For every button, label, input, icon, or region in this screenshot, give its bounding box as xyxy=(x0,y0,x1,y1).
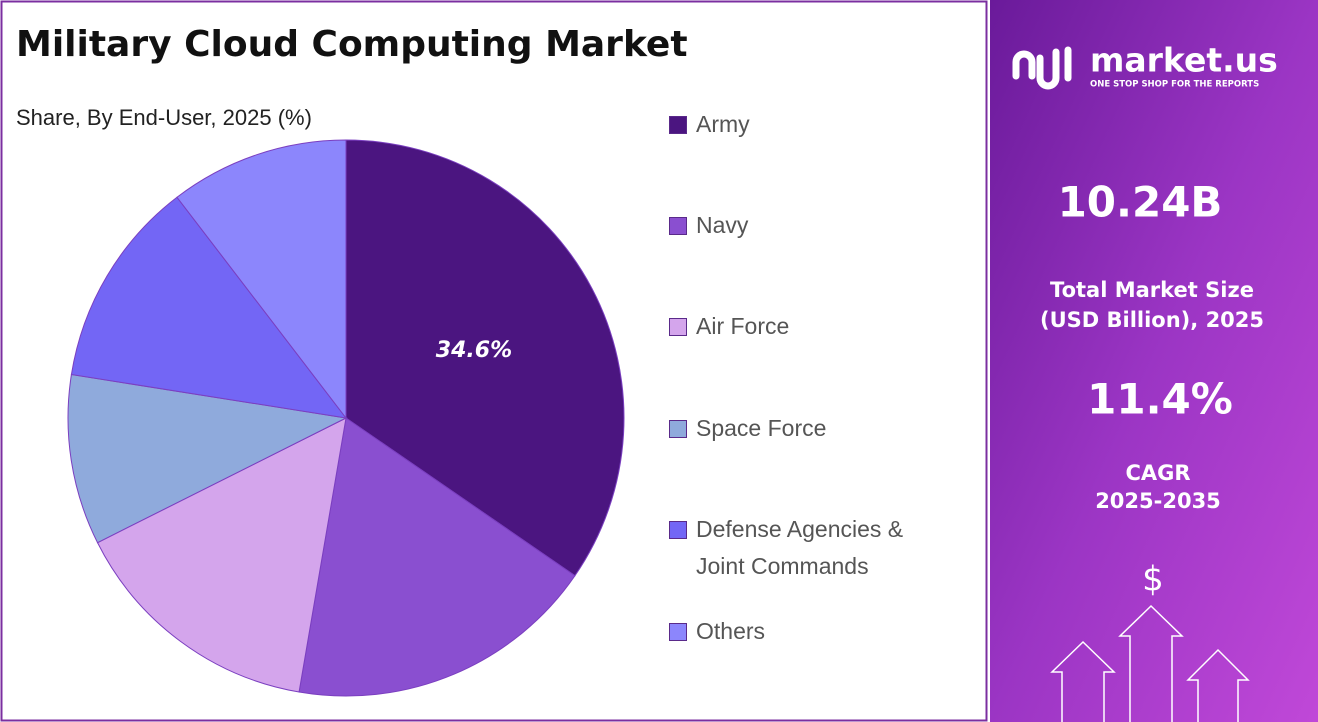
cagr: 11.4% xyxy=(1087,375,1233,424)
pie-slice xyxy=(298,417,576,697)
pie-slice xyxy=(176,139,347,420)
tagline: ONE STOP SHOP FOR THE REPORTS xyxy=(1090,80,1259,90)
legend-item: Others xyxy=(669,613,941,650)
legend-label: Defense Agencies & Joint Commands xyxy=(696,516,904,579)
legend-item: Army xyxy=(669,106,941,143)
pie-slice xyxy=(70,196,348,419)
data-label: 34.6% xyxy=(436,338,512,363)
market-size: 10.24B xyxy=(1058,178,1223,227)
legend-item: Defense Agencies & Joint Commands xyxy=(669,511,941,585)
pie-slice xyxy=(96,417,347,693)
market-size-label: Total Market Size xyxy=(1050,278,1254,302)
legend-item: Space Force xyxy=(669,410,941,447)
legend-swatch xyxy=(669,420,687,438)
pie-slice xyxy=(67,373,348,544)
legend-swatch xyxy=(669,217,687,235)
cagr-label: CAGR xyxy=(1125,461,1190,485)
side-panel xyxy=(990,0,1318,722)
legend-label: Others xyxy=(696,618,766,644)
legend-item: Navy xyxy=(669,207,941,244)
dollar-icon: $ xyxy=(1142,560,1164,600)
cagr-label: 2025-2035 xyxy=(1095,489,1221,513)
chart-subtitle: Share, By End-User, 2025 (%) xyxy=(16,105,312,130)
legend-swatch xyxy=(669,623,687,641)
chart-title: Military Cloud Computing Market xyxy=(16,24,688,65)
legend-label: Air Force xyxy=(696,313,790,339)
market-size-label: (USD Billion), 2025 xyxy=(1040,308,1264,332)
pie: 34.6% xyxy=(67,139,625,697)
legend-label: Navy xyxy=(696,212,749,238)
pie-slice xyxy=(345,139,625,577)
brand: market.us xyxy=(1090,41,1278,80)
legend-label: Space Force xyxy=(696,415,827,441)
logo xyxy=(1012,46,1072,90)
legend-label: Army xyxy=(696,111,750,137)
arrows xyxy=(1050,604,1250,722)
legend-item: Air Force xyxy=(669,308,941,345)
legend-swatch xyxy=(669,521,687,539)
legend-swatch xyxy=(669,318,687,336)
legend-swatch xyxy=(669,116,687,134)
